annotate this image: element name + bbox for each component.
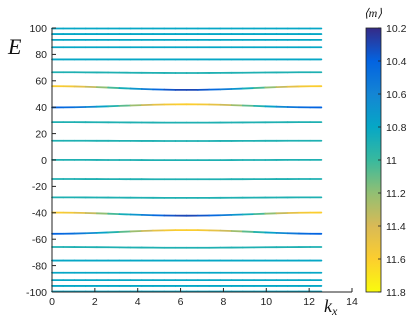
- x-axis-label-main: k: [324, 296, 333, 316]
- colorbar-tick-label: 10.4: [386, 56, 407, 68]
- band-14: [51, 229, 323, 235]
- y-tick-label: 60: [35, 76, 47, 88]
- x-tick-label: 0: [49, 296, 55, 308]
- x-tick-label: 8: [221, 296, 227, 308]
- colorbar-tick-label: 11.6: [386, 254, 406, 266]
- y-tick-label: -60: [32, 234, 47, 246]
- y-tick-label: 80: [35, 49, 47, 61]
- y-axis-label: E: [7, 34, 22, 59]
- y-tick-label: 20: [35, 128, 47, 140]
- y-tick-label: -100: [26, 287, 47, 299]
- band-13: [51, 211, 323, 217]
- y-ticks: 100 80 60 40 20 0 -20 -40 -60 -80 -100: [26, 23, 56, 299]
- colorbar-label: ⟨m⟩: [364, 6, 382, 20]
- colorbar-tick-label: 11: [386, 155, 397, 167]
- colorbar-ticks: 10.2 10.4 10.6 10.8 11 11.2 11.4 11.6 11.8: [378, 23, 407, 299]
- axes: 0 2 4 6 8 10 12 14 100 80 60 40 20 0 -20 -40 -60 -80 -100: [26, 23, 358, 308]
- colorbar: 10.2 10.4 10.6 10.8 11 11.2 11.4 11.6 11.8 ⟨m⟩: [364, 6, 407, 299]
- bands-layer: [51, 27, 323, 293]
- y-tick-label: 0: [41, 155, 47, 167]
- x-tick-label: 2: [92, 296, 98, 308]
- colorbar-tick-label: 11.2: [386, 188, 406, 200]
- y-tick-label: -20: [32, 181, 47, 193]
- x-axis-label-subscript: x: [331, 304, 338, 318]
- band-15: [51, 246, 323, 249]
- y-tick-label: -40: [32, 208, 47, 220]
- x-tick-label: 12: [303, 296, 315, 308]
- band-7: [51, 103, 323, 109]
- colorbar-tick-label: 10.6: [386, 89, 407, 101]
- colorbar-tick-label: 11.4: [386, 221, 406, 233]
- x-tick-label: 14: [346, 296, 358, 308]
- band-5: [51, 71, 323, 74]
- band-6: [51, 85, 323, 91]
- y-tick-label: 100: [29, 23, 47, 35]
- x-tick-label: 4: [135, 296, 141, 308]
- x-axis-label: kx: [324, 296, 338, 318]
- colorbar-tick-label: 11.8: [386, 287, 406, 299]
- band-8: [51, 121, 323, 124]
- y-tick-label: -80: [32, 260, 47, 272]
- x-tick-label: 10: [260, 296, 272, 308]
- band-12: [51, 196, 323, 199]
- colorbar-tick-label: 10.8: [386, 122, 407, 134]
- x-tick-label: 6: [178, 296, 184, 308]
- colorbar-tick-label: 10.2: [386, 23, 407, 35]
- x-ticks: 0 2 4 6 8 10 12 14: [49, 288, 358, 308]
- y-tick-label: 40: [35, 102, 47, 114]
